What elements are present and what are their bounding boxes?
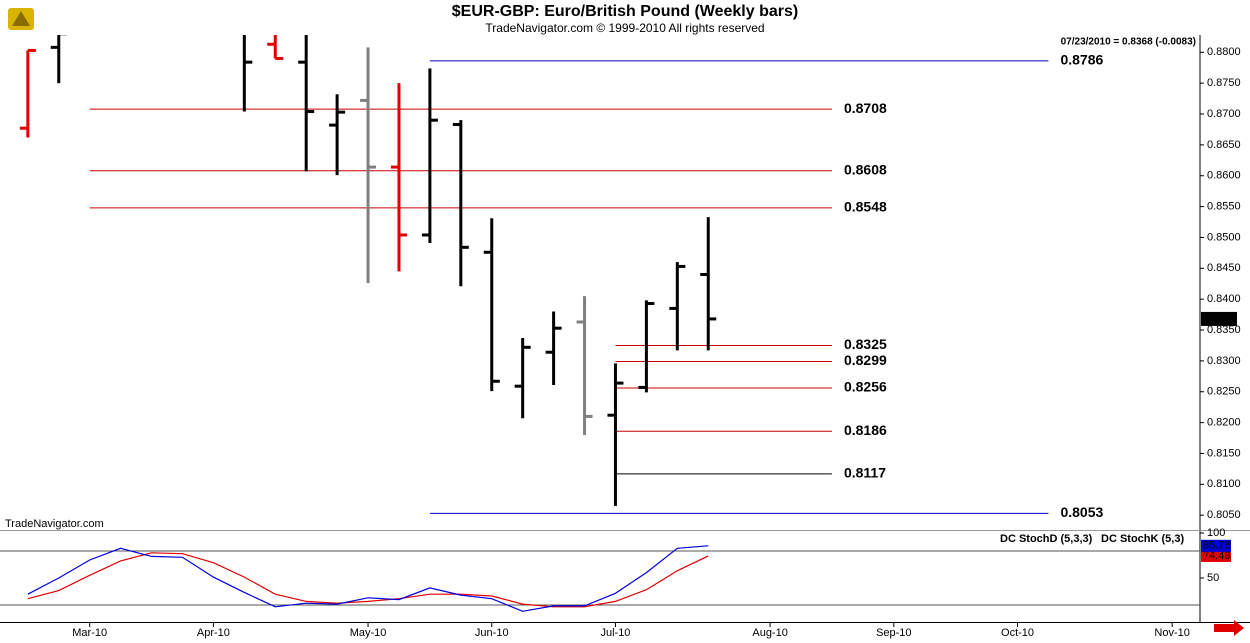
stoch-line (27, 552, 709, 608)
y-tick-label: 0.8150 (1207, 447, 1241, 459)
level-label: 0.8708 (844, 100, 887, 116)
chart-title: $EUR-GBP: Euro/British Pound (Weekly bar… (452, 3, 798, 20)
value-badge (1201, 539, 1231, 552)
y-tick-label: 0.8050 (1207, 509, 1241, 521)
y-tick-label: 0.8650 (1207, 139, 1241, 151)
stoch-plot (0, 545, 1200, 612)
scroll-arrow[interactable] (1214, 620, 1244, 636)
value-badge (1201, 549, 1231, 562)
x-tick-label: Oct-10 (1001, 627, 1034, 639)
y-tick-label: 0.8450 (1207, 262, 1241, 274)
watermark: TradeNavigator.com (5, 518, 104, 530)
y-tick-label: 0.8800 (1207, 46, 1241, 58)
y-tick-label: 0.8350 (1207, 324, 1241, 336)
y-tick-label: 0.8100 (1207, 478, 1241, 490)
x-tick-label: Jun-10 (475, 627, 509, 639)
price-plot (19, 35, 1049, 514)
y-tick-label: 0.8500 (1207, 231, 1241, 243)
x-tick-label: Nov-10 (1154, 627, 1189, 639)
x-tick-label: Aug-10 (752, 627, 787, 639)
y-tick-label: 0.8200 (1207, 417, 1241, 429)
y-tick-label: 0.8400 (1207, 293, 1241, 305)
level-label: 0.8186 (844, 422, 887, 438)
price-tag (1201, 311, 1237, 326)
y-tick-label: 0.8300 (1207, 355, 1241, 367)
y-tick-label: 0.8550 (1207, 200, 1241, 212)
y-tick-label: 0.8750 (1207, 77, 1241, 89)
x-tick-label: May-10 (350, 627, 387, 639)
y-tick-label: 100 (1207, 527, 1225, 539)
level-label: 0.8786 (1060, 52, 1103, 68)
level-label: 0.8256 (844, 379, 887, 395)
level-label: 0.8608 (844, 161, 887, 177)
x-tick-label: Apr-10 (197, 627, 230, 639)
chart-subtitle: TradeNavigator.com © 1999-2010 All right… (485, 21, 764, 35)
level-label: 0.8548 (844, 199, 887, 215)
level-label: 0.8053 (1060, 504, 1103, 520)
x-tick-label: Mar-10 (72, 627, 107, 639)
level-label: 0.8325 (844, 336, 887, 352)
legend-entry: DC StochD (5,3,3) (1000, 533, 1093, 545)
value-badge-label: 74.49 (1203, 550, 1231, 562)
value-badge-label: 85.78 (1203, 540, 1231, 552)
y-tick-label: 0.8250 (1207, 386, 1241, 398)
stoch-line (27, 545, 709, 612)
y-tick-label: 50 (1207, 572, 1219, 584)
logo (8, 8, 34, 30)
level-label: 0.8117 (844, 465, 886, 481)
y-tick-label: 0.8700 (1207, 108, 1241, 120)
legend-entry: DC StochK (5,3) (1101, 533, 1184, 545)
x-tick-label: Sep-10 (876, 627, 911, 639)
last-quote: 07/23/2010 = 0.8368 (-0.0083) (1061, 37, 1196, 48)
axes: 0.8050 0.8100 0.8150 0.8200 0.8250 0.8300 0.83… (72, 46, 1240, 639)
y-tick-label: 0.8600 (1207, 170, 1241, 182)
level-label: 0.8299 (844, 352, 887, 368)
x-tick-label: Jul-10 (600, 627, 630, 639)
price-tag-label: 0.8368 (1203, 313, 1237, 325)
